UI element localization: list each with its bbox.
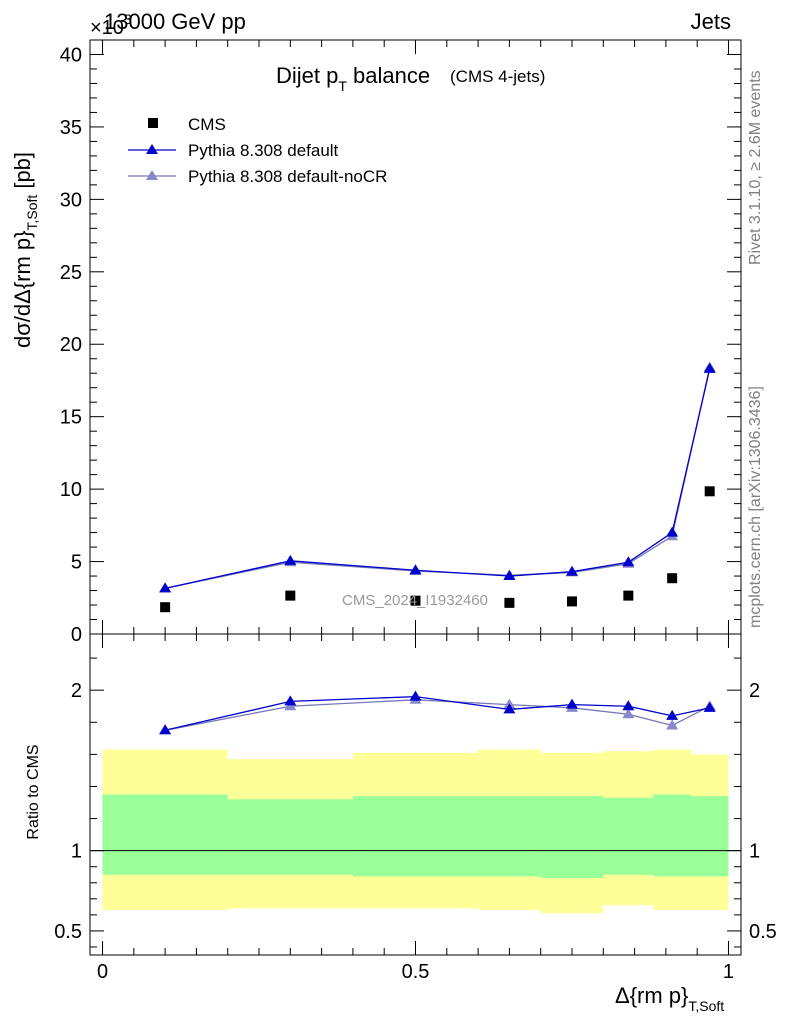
- xtick-label-1: 0.5: [402, 961, 430, 983]
- upper-point-default-5: [622, 556, 635, 567]
- chart-title-sub: T: [338, 78, 347, 94]
- exponent-power: 3: [124, 11, 132, 27]
- analysis-watermark: CMS_2024_I1932460: [342, 592, 488, 609]
- ratio-line-default: [164, 695, 710, 731]
- rivet-label: Rivet 3.1.10, ≥ 2.6M events: [747, 70, 764, 265]
- band-inner-4: [540, 796, 604, 878]
- exponent-label: ×10: [90, 17, 124, 39]
- upper-point-cms-4: [566, 596, 577, 607]
- upper-point-cms-6: [667, 573, 678, 584]
- band-inner-2: [352, 796, 479, 877]
- ratio-uncertainty-bands: [90, 749, 741, 914]
- upper-ylabel-main: dσ/dΔ{rm p}: [10, 230, 35, 348]
- ratio-line-nocr: [164, 699, 710, 731]
- upper-ytick-label-7: 35: [60, 117, 82, 139]
- ratio-ytick-label-left-0: 0.5: [54, 921, 82, 943]
- upper-point-default-4: [565, 565, 578, 576]
- upper-ytick-label-2: 10: [60, 479, 82, 501]
- xtick-label-2: 1: [723, 961, 734, 983]
- band-inner-3: [478, 796, 541, 877]
- ratio-point-default-0: [159, 724, 172, 735]
- upper-ytick-label-6: 30: [60, 189, 82, 211]
- upper-point-default-6: [666, 526, 679, 537]
- ratio-ytick-label-left-1: 1: [71, 841, 82, 863]
- legend: CMS Pythia 8.308 default Pythia 8.308 de…: [128, 115, 387, 186]
- ratio-ytick-label-right-2: 2: [749, 680, 760, 702]
- ratio-point-default-3: [503, 703, 516, 714]
- legend-marker-nocr: [146, 170, 158, 180]
- legend-label-cms: CMS: [188, 115, 226, 134]
- upper-point-default-2: [409, 564, 422, 575]
- lower-ylabel: Ratio to CMS: [25, 744, 42, 839]
- band-inner-0: [102, 794, 228, 875]
- energy-label: 13000 GeV pp: [104, 9, 246, 34]
- chart-title-note: (CMS 4-jets): [450, 67, 545, 86]
- upper-point-default-3: [503, 570, 516, 581]
- upper-point-cms-0: [160, 602, 171, 613]
- upper-ytick-label-3: 15: [60, 407, 82, 429]
- upper-ytick-label-8: 40: [60, 44, 82, 66]
- ratio-ytick-label-right-0: 0.5: [749, 921, 777, 943]
- ratio-point-default-4: [565, 698, 578, 709]
- upper-ylabel-sub: T,Soft: [24, 195, 40, 231]
- upper-point-cms-1: [285, 590, 296, 601]
- legend-label-nocr: Pythia 8.308 default-noCR: [188, 167, 387, 186]
- legend-marker-default: [146, 144, 158, 154]
- xlabel-sub: T,Soft: [688, 998, 724, 1014]
- upper-point-cms-2: [410, 595, 421, 606]
- band-inner-7: [690, 796, 729, 877]
- ratio-point-nocr-5: [622, 708, 635, 719]
- ratio-ytick-label-right-1: 1: [749, 841, 760, 863]
- ratio-point-default-7: [703, 701, 716, 712]
- upper-point-default-7: [703, 362, 716, 373]
- band-inner-1: [227, 799, 353, 875]
- upper-ytick-label-1: 5: [71, 552, 82, 574]
- ratio-point-default-6: [666, 709, 679, 720]
- xtick-label-0: 0: [97, 961, 108, 983]
- upper-point-default-0: [159, 582, 172, 593]
- band-inner-6: [653, 794, 691, 877]
- chart-title-rest: balance: [347, 63, 430, 88]
- ratio-point-default-1: [284, 695, 297, 706]
- ratio-ytick-label-left-2: 2: [71, 680, 82, 702]
- ratio-point-default-2: [409, 690, 422, 701]
- chart-title-main: Dijet p: [276, 63, 338, 88]
- chart-title: Dijet pT balance: [276, 63, 430, 94]
- lower-panel-data: [159, 690, 716, 735]
- upper-ytick-label-5: 25: [60, 262, 82, 284]
- band-inner-5: [603, 797, 654, 875]
- xlabel-main: Δ{rm p}: [615, 983, 688, 1008]
- mcplots-label: mcplots.cern.ch [arXiv:1306.3436]: [747, 386, 764, 628]
- upper-point-cms-7: [704, 486, 715, 497]
- upper-point-default-1: [284, 554, 297, 565]
- xlabel: Δ{rm p}T,Soft: [615, 983, 724, 1014]
- upper-line-default: [164, 368, 711, 589]
- upper-ytick-label-0: 0: [71, 624, 82, 646]
- upper-point-cms-3: [504, 597, 515, 608]
- ratio-point-nocr-6: [666, 719, 679, 730]
- upper-point-cms-5: [623, 590, 634, 601]
- upper-ylabel-unit: [pb]: [10, 152, 35, 189]
- upper-ytick-label-4: 20: [60, 334, 82, 356]
- upper-panel-data: [159, 361, 716, 613]
- upper-line-nocr: [164, 367, 711, 589]
- legend-marker-cms: [148, 118, 158, 128]
- upper-ylabel: dσ/dΔ{rm p}T,Soft [pb]: [10, 152, 40, 348]
- process-label: Jets: [691, 9, 731, 34]
- legend-label-default: Pythia 8.308 default: [188, 141, 339, 160]
- ratio-point-default-5: [622, 700, 635, 711]
